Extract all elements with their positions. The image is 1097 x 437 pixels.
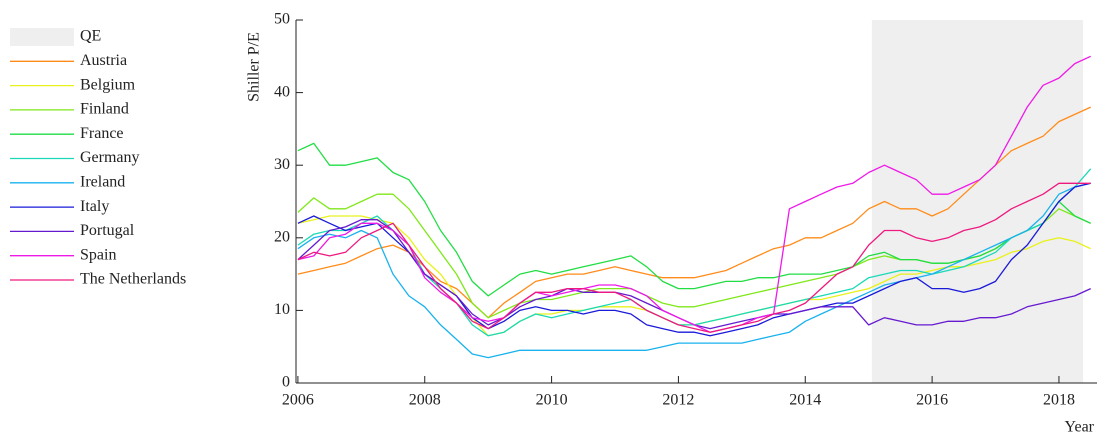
legend-label: Germany bbox=[80, 149, 140, 166]
y-tick-label: 50 bbox=[274, 11, 290, 28]
y-tick-label: 30 bbox=[274, 156, 290, 173]
legend-label: Portugal bbox=[80, 222, 135, 239]
legend-label: The Netherlands bbox=[80, 271, 186, 288]
x-tick-label: 2010 bbox=[536, 392, 568, 409]
legend-label: Austria bbox=[80, 52, 127, 69]
x-tick-label: 2018 bbox=[1043, 392, 1075, 409]
y-tick-label: 20 bbox=[274, 228, 290, 245]
legend-label: France bbox=[80, 125, 124, 142]
x-tick-label: 2016 bbox=[916, 392, 948, 409]
series-line bbox=[297, 106, 1091, 319]
y-tick-label: 40 bbox=[274, 83, 290, 100]
legend-label: Ireland bbox=[80, 173, 125, 190]
legend-swatch bbox=[10, 28, 74, 46]
series-line bbox=[297, 182, 1091, 359]
legend-label: Belgium bbox=[80, 76, 136, 93]
legend-label: QE bbox=[80, 28, 101, 45]
y-tick-label: 10 bbox=[274, 301, 290, 318]
shaded-region bbox=[871, 20, 1084, 383]
x-tick-label: 2006 bbox=[282, 392, 314, 409]
x-axis-label: Year bbox=[1065, 419, 1095, 436]
x-tick-label: 2012 bbox=[662, 392, 694, 409]
series-line bbox=[297, 182, 1091, 333]
y-axis-label: Shiller P/E bbox=[246, 32, 263, 102]
x-tick-label: 2014 bbox=[789, 392, 821, 409]
legend-label: Italy bbox=[80, 198, 109, 215]
series-line bbox=[297, 55, 1091, 333]
y-tick-label: 0 bbox=[282, 374, 290, 391]
x-tick-label: 2008 bbox=[409, 392, 441, 409]
legend-label: Spain bbox=[80, 246, 116, 263]
legend-label: Finland bbox=[80, 101, 129, 118]
series-line bbox=[297, 142, 1091, 297]
